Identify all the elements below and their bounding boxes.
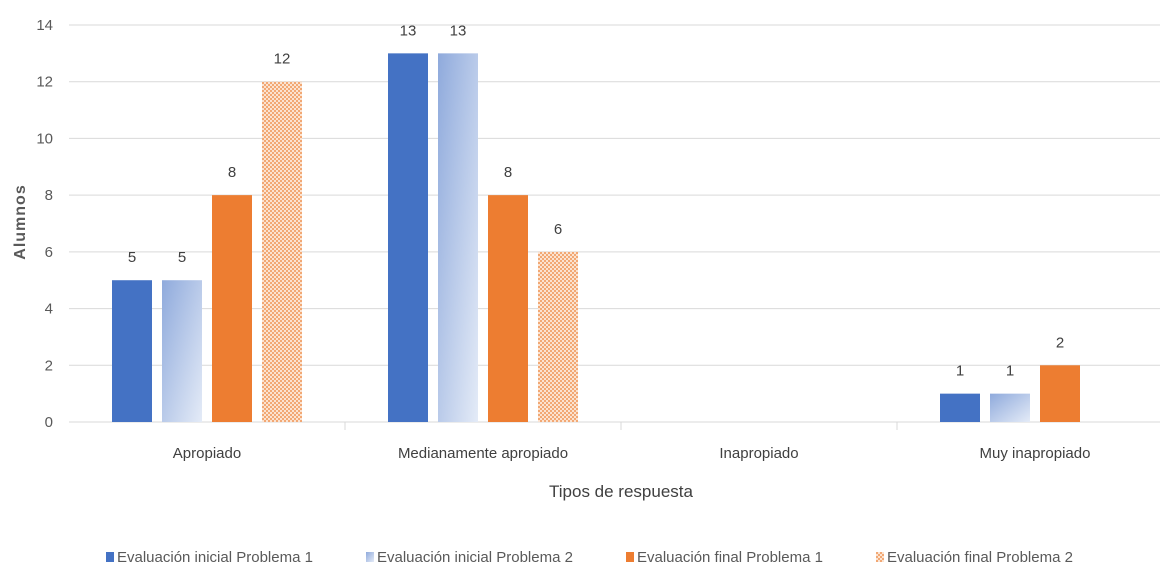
y-tick-label: 0 <box>45 414 53 431</box>
bars <box>112 53 1080 422</box>
y-axis-title: Alumnos <box>12 184 29 259</box>
x-axis-title: Tipos de respuesta <box>549 482 693 501</box>
y-tick-label: 2 <box>45 357 53 374</box>
legend-label: Evaluación final Problema 1 <box>637 549 823 566</box>
bar <box>990 393 1030 422</box>
bar <box>488 195 528 422</box>
y-axis-ticks: 0 2 4 6 8 10 12 14 <box>36 17 53 431</box>
legend-swatch <box>876 552 884 562</box>
data-label: 8 <box>228 164 236 181</box>
data-label: 6 <box>554 221 562 238</box>
legend-label: Evaluación final Problema 2 <box>887 549 1073 566</box>
x-category-label: Muy inapropiado <box>980 445 1091 462</box>
x-category-label: Inapropiado <box>719 445 798 462</box>
legend-swatch <box>366 552 374 562</box>
y-tick-label: 14 <box>36 17 53 34</box>
legend-label: Evaluación inicial Problema 2 <box>377 549 573 566</box>
data-label: 13 <box>450 22 467 39</box>
data-label: 1 <box>956 363 964 380</box>
y-tick-label: 4 <box>45 301 53 318</box>
data-label: 2 <box>1056 334 1064 351</box>
data-label: 1 <box>1006 363 1014 380</box>
y-tick-label: 10 <box>36 130 53 147</box>
y-tick-label: 8 <box>45 187 53 204</box>
data-label: 8 <box>504 164 512 181</box>
bar <box>212 195 252 422</box>
data-label: 5 <box>128 249 136 266</box>
bar <box>112 280 152 422</box>
y-tick-label: 6 <box>45 244 53 261</box>
bar <box>262 81 302 422</box>
bar <box>940 393 980 422</box>
x-category-label: Medianamente apropiado <box>398 445 568 462</box>
legend-swatch <box>106 552 114 562</box>
legend-label: Evaluación inicial Problema 1 <box>117 549 313 566</box>
data-label: 13 <box>400 22 417 39</box>
bar <box>438 53 478 422</box>
bar <box>1040 365 1080 422</box>
x-category-label: Apropiado <box>173 445 241 462</box>
bar <box>162 280 202 422</box>
data-label: 5 <box>178 249 186 266</box>
y-tick-label: 12 <box>36 74 53 91</box>
bar <box>538 251 578 422</box>
x-axis-categories: Apropiado Medianamente apropiado Inapropia… <box>173 445 1091 462</box>
data-label: 12 <box>274 51 291 68</box>
bar <box>388 53 428 422</box>
legend-swatch <box>626 552 634 562</box>
legend: Evaluación inicial Problema 1 Evaluación … <box>106 549 1073 566</box>
